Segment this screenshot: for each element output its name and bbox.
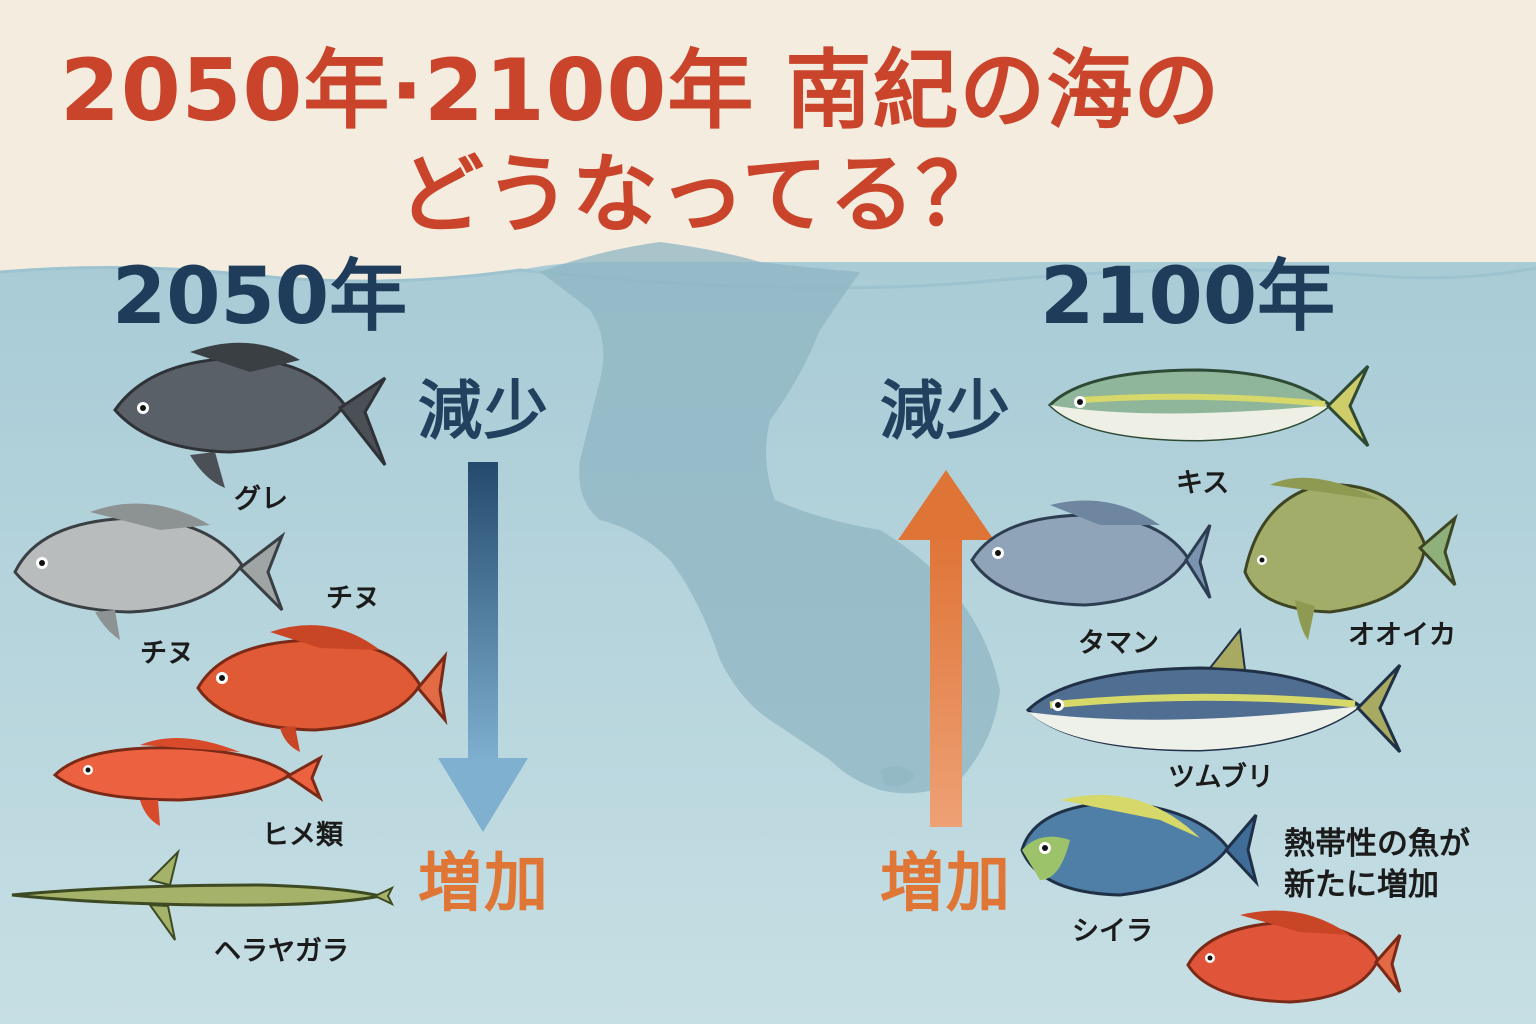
red-snapper-fish-icon — [1186, 910, 1402, 1004]
green-surgeonfish-icon — [1243, 477, 1458, 640]
fish-label-herayagara: ヘラヤガラ — [214, 936, 349, 967]
fish-label-hime: ヒメ類 — [262, 820, 343, 851]
yellowtail-fish-icon — [1047, 364, 1370, 448]
rainbow-runner-fish-icon — [1025, 627, 1402, 754]
decrease-arrow — [438, 462, 528, 832]
year-2100-heading: 2100年 — [1040, 252, 1336, 342]
title-line-1: 2050年·2100年 南紀の海の — [60, 41, 1221, 141]
note-line-2: 新たに増加 — [1284, 866, 1439, 903]
right-increase-label: 増加 — [880, 847, 1012, 921]
silver-fish-icon — [13, 503, 286, 640]
year-2050-heading: 2050年 — [112, 252, 408, 342]
fish-label-chinu-2: チヌ — [326, 583, 380, 614]
red-grouper-fish-icon — [196, 625, 448, 752]
fish-label-taman: タマン — [1078, 628, 1159, 659]
note-line-1: 熱帯性の魚が — [1284, 826, 1470, 862]
fish-label-shiira: シイラ — [1072, 916, 1153, 947]
blue-grey-fish-icon — [970, 500, 1212, 607]
red-slender-fish-icon — [52, 737, 324, 826]
fish-label-chinu-1: チヌ — [140, 638, 194, 669]
kii-peninsula-map — [540, 242, 1000, 794]
needle-fish-icon — [11, 848, 395, 941]
title-line-2: どうなってる？ — [398, 145, 1003, 245]
mahi-fish-icon — [1020, 794, 1259, 897]
fish-label-tsumuburi: ツムブリ — [1168, 762, 1274, 793]
fish-label-gure: グレ — [234, 484, 288, 515]
tropical-fish-note: 熱帯性の魚が 新たに増加 — [1284, 824, 1470, 906]
right-decrease-label: 減少 — [880, 375, 1012, 449]
dark-grey-fish-icon — [113, 342, 387, 488]
small-island — [880, 766, 915, 787]
left-increase-label: 増加 — [418, 847, 550, 921]
left-decrease-label: 減少 — [418, 375, 550, 449]
fish-label-ooika: オオイカ — [1348, 620, 1456, 651]
increase-arrow — [898, 470, 994, 827]
fish-label-kisu: キス — [1176, 468, 1230, 499]
